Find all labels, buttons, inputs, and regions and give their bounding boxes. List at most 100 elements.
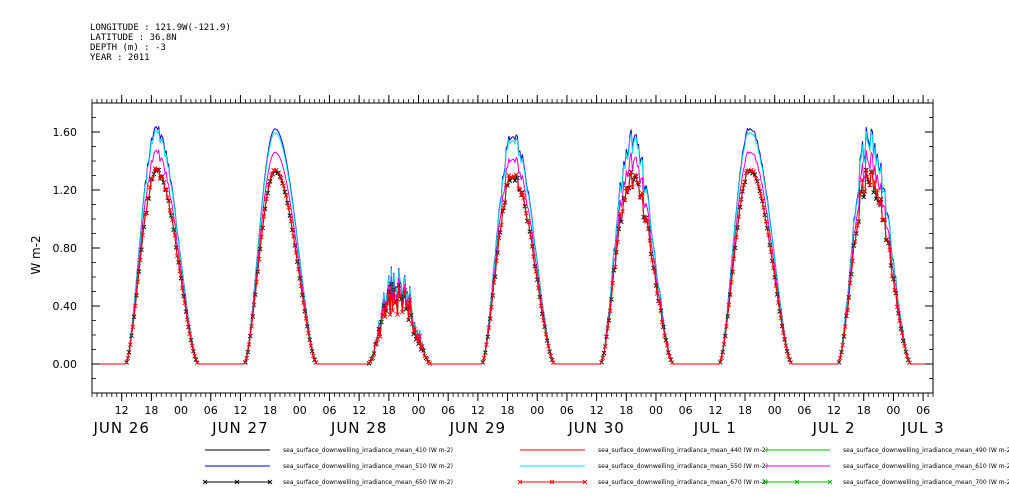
series-marker xyxy=(637,195,643,200)
series-marker xyxy=(882,217,888,223)
series-marker xyxy=(494,258,499,264)
series-marker xyxy=(873,196,879,202)
legend-marker-6 xyxy=(234,479,240,485)
series-marker xyxy=(283,193,289,198)
series-marker xyxy=(602,344,608,349)
series-marker xyxy=(724,324,729,329)
series-marker xyxy=(872,179,878,184)
x-tick-label: 06 xyxy=(560,404,574,417)
series-marker xyxy=(276,170,282,175)
series-marker xyxy=(407,297,413,303)
series-marker xyxy=(640,190,645,196)
series-marker xyxy=(147,185,153,190)
series-marker xyxy=(162,187,168,192)
x-day-label: JUL 3 xyxy=(901,419,945,437)
legend-label-4: sea_surface_downwelling_irradiance_mean_… xyxy=(598,463,768,470)
x-tick-label: 18 xyxy=(382,404,396,417)
x-tick-label: 12 xyxy=(590,404,604,417)
series-marker xyxy=(652,269,658,275)
series-marker xyxy=(855,223,860,228)
legend-marker-8 xyxy=(827,479,833,485)
series-marker xyxy=(130,324,136,330)
legend-label-0: sea_surface_downwelling_irradiance_mean_… xyxy=(283,447,453,454)
legend-label-2: sea_surface_downwelling_irradiance_mean_… xyxy=(843,447,1009,454)
legend-marker-8 xyxy=(794,479,800,485)
series-marker xyxy=(405,301,410,307)
series-marker xyxy=(622,197,628,203)
series-marker xyxy=(667,353,672,359)
series-marker xyxy=(657,301,662,306)
series-marker xyxy=(761,205,766,210)
x-tick-label: 12 xyxy=(827,404,841,417)
series-marker xyxy=(254,280,259,285)
legend-marker-7 xyxy=(549,479,555,485)
series-marker xyxy=(748,167,754,173)
series-marker xyxy=(264,196,269,202)
series-marker xyxy=(731,256,737,262)
x-tick-label: 12 xyxy=(352,404,366,417)
x-day-label: JUN 28 xyxy=(330,419,387,437)
legend-marker-6 xyxy=(267,479,273,485)
series-marker xyxy=(837,355,843,361)
x-day-label: JUL 1 xyxy=(693,419,737,437)
series-marker xyxy=(296,266,301,272)
series-marker xyxy=(889,273,895,279)
x-tick-label: 06 xyxy=(204,404,218,417)
legend-label-1: sea_surface_downwelling_irradiance_mean_… xyxy=(598,447,768,454)
series-marker xyxy=(392,300,398,306)
series-marker xyxy=(788,360,794,365)
series-marker xyxy=(521,195,526,200)
series-marker xyxy=(776,300,781,305)
series-marker xyxy=(385,301,390,306)
series-marker xyxy=(550,360,556,365)
x-tick-label: 18 xyxy=(738,404,752,417)
series-marker xyxy=(484,342,489,348)
series-marker xyxy=(870,169,875,175)
series-line-4 xyxy=(92,129,933,365)
series-marker xyxy=(729,279,734,285)
legend-label-5: sea_surface_downwelling_irradiance_mean_… xyxy=(843,463,1009,470)
series-marker xyxy=(875,187,880,193)
series-marker xyxy=(845,307,850,313)
series-marker xyxy=(607,308,613,314)
series-marker xyxy=(417,333,423,339)
series-marker xyxy=(486,325,492,331)
x-tick-label: 18 xyxy=(263,404,277,417)
plot-frame xyxy=(91,102,934,394)
legend-marker-8 xyxy=(762,479,768,485)
depth-label: DEPTH (m) : -3 xyxy=(90,43,166,53)
series-marker xyxy=(278,175,284,181)
series-marker xyxy=(861,194,867,200)
series-line-6 xyxy=(92,168,933,365)
series-marker xyxy=(481,355,487,361)
series-marker xyxy=(382,314,388,320)
series-marker xyxy=(894,304,900,310)
series-marker xyxy=(541,318,546,323)
series-marker xyxy=(145,196,150,201)
series-marker xyxy=(150,176,155,181)
series-marker xyxy=(419,344,425,349)
series-marker xyxy=(194,360,200,365)
series-marker xyxy=(644,218,650,224)
series-marker xyxy=(387,312,393,317)
series-marker xyxy=(897,318,902,323)
latitude-label: LATITUDE : 36.8N xyxy=(90,33,177,43)
series-marker xyxy=(753,176,759,181)
series-marker xyxy=(489,304,494,310)
series-line-5 xyxy=(92,148,933,365)
series-marker xyxy=(167,207,173,213)
series-marker xyxy=(647,238,653,243)
series-marker xyxy=(427,361,432,366)
y-tick-label: 1.20 xyxy=(53,184,78,197)
series-marker xyxy=(857,192,863,197)
series-marker xyxy=(256,256,262,262)
series-marker xyxy=(778,315,784,321)
series-marker xyxy=(128,342,133,347)
series-marker xyxy=(627,172,633,177)
series-marker xyxy=(275,170,280,176)
series-marker xyxy=(281,183,287,188)
series-marker xyxy=(625,189,630,195)
x-tick-label: 00 xyxy=(649,404,663,417)
x-tick-label: 18 xyxy=(619,404,633,417)
